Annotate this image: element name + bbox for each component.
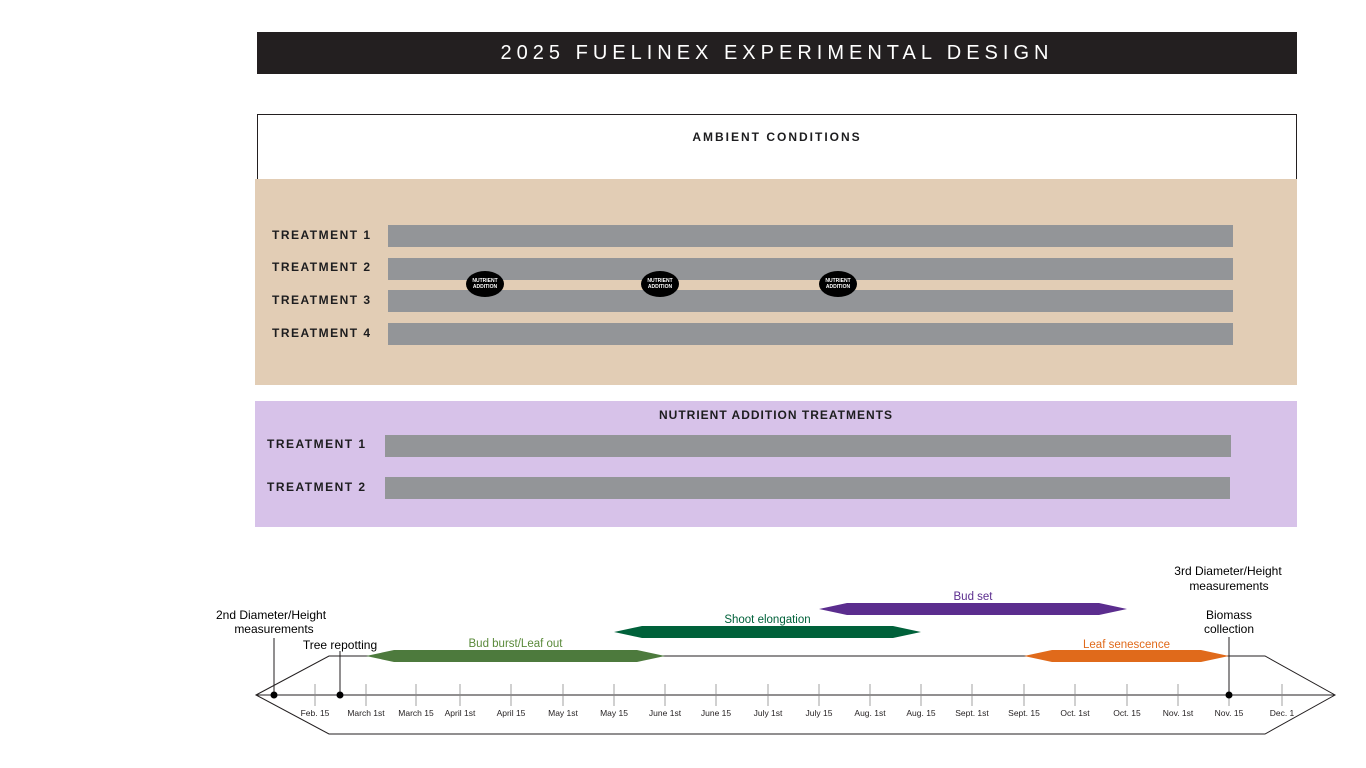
phase-label: Shoot elongation [724,614,810,626]
ambient-conditions-box: AMBIENT CONDITIONS [257,114,1297,180]
timeline-ticks: Feb. 15 March 1st March 15 April 1st April 1… [301,684,1295,718]
phenology-phases: Bud burst/Leaf out Shoot elongation Bud se… [366,591,1229,662]
timeline-tick-label: March 1st [347,708,385,718]
ambient-treatment-3-label: TREATMENT 3 [272,293,372,307]
event-dot [270,691,278,699]
phase-bar [614,626,921,638]
event-3rd-measurement-line2: measurements [1189,579,1268,593]
nutrient-addition-marker-text: ADDITION [647,284,673,290]
nutrient-treatment-1-bar [385,435,1231,457]
timeline-tick-label: May 15 [600,708,628,718]
nutrient-treatment-2-bar [385,477,1230,499]
ambient-treatments-panel: TREATMENT 1 TREATMENT 2 TREATMENT 3 TREA… [255,179,1297,385]
nutrient-addition-marker-text: NUTRIENT [472,278,498,284]
event-biomass-line2: collection [1204,622,1254,636]
phase-bar [819,603,1127,615]
timeline-tick-label: Oct. 15 [1113,708,1141,718]
timeline-tick-label: May 1st [548,708,578,718]
nutrient-treatment-2-label: TREATMENT 2 [267,480,367,494]
timeline-tick-label: Oct. 1st [1060,708,1090,718]
timeline-tick-label: Nov. 1st [1163,708,1194,718]
ambient-treatment-4-bar [388,323,1233,345]
nutrient-addition-marker-text: NUTRIENT [825,278,851,284]
timeline-tick-label: Dec. 1 [1270,708,1295,718]
event-tree-repotting: Tree repotting [303,638,377,652]
ambient-treatment-2-bar [388,258,1233,280]
event-3rd-measurement-line1: 3rd Diameter/Height [1174,564,1282,578]
phase-bar [1024,650,1229,662]
nutrient-addition-panel: NUTRIENT ADDITION TREATMENTS TREATMENT 1… [255,401,1297,527]
timeline-tick-label: Aug. 15 [906,708,936,718]
event-dot [336,691,344,699]
ambient-treatment-1-bar [388,225,1233,247]
page-title: 2025 FUELINEX EXPERIMENTAL DESIGN [257,32,1297,74]
timeline-tick-label: April 1st [445,708,476,718]
ambient-treatment-1-label: TREATMENT 1 [272,228,372,242]
nutrient-addition-marker-text: NUTRIENT [647,278,673,284]
event-2nd-measurement-line1: 2nd Diameter/Height [216,608,327,622]
timeline-tick-label: July 15 [806,708,833,718]
nutrient-addition-title: NUTRIENT ADDITION TREATMENTS [659,408,893,422]
timeline-tick-label: June 15 [701,708,732,718]
nutrient-addition-marker-text: ADDITION [472,284,498,290]
ambient-treatment-3-bar [388,290,1233,312]
timeline-tick-label: Aug. 1st [854,708,886,718]
timeline-tick-label: Feb. 15 [301,708,330,718]
nutrient-addition-marker: NUTRIENT ADDITION [466,271,504,297]
timeline-tick-label: June 1st [649,708,682,718]
nutrient-treatment-1-label: TREATMENT 1 [267,437,367,451]
nutrient-addition-marker: NUTRIENT ADDITION [641,271,679,297]
phase-label: Bud burst/Leaf out [469,638,564,650]
ambient-treatment-2-label: TREATMENT 2 [272,260,372,274]
phase-label: Bud set [954,591,994,603]
timeline-tick-label: Sept. 1st [955,708,989,718]
ambient-conditions-label: AMBIENT CONDITIONS [692,130,862,144]
event-dot [1225,691,1233,699]
timeline-tick-label: March 15 [398,708,434,718]
timeline-frame [254,655,1337,735]
event-biomass-line1: Biomass [1206,608,1252,622]
phase-bar [366,650,665,662]
timeline-tick-label: Nov. 15 [1215,708,1244,718]
timeline-tick-label: April 15 [497,708,526,718]
nutrient-addition-marker-text: ADDITION [825,284,851,290]
timeline-tick-label: Sept. 15 [1008,708,1040,718]
nutrient-addition-marker: NUTRIENT ADDITION [819,271,857,297]
timeline-tick-label: July 1st [754,708,783,718]
phase-label: Leaf senescence [1083,639,1170,651]
event-2nd-measurement-line2: measurements [234,622,313,636]
ambient-treatment-4-label: TREATMENT 4 [272,326,372,340]
